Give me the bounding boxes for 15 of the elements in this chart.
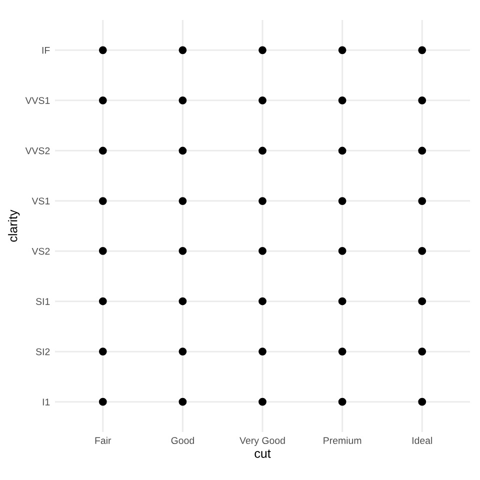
category-label: VVS2 xyxy=(25,147,50,154)
category-label: VS1 xyxy=(32,198,50,204)
category-label: I1 xyxy=(42,398,50,406)
category-label: VS2 xyxy=(32,248,50,255)
category-label: VVS1 xyxy=(25,97,50,104)
x-tick-label: Ideal xyxy=(412,436,432,444)
x-tick-label: Fair xyxy=(95,436,112,444)
x-axis-title: cut xyxy=(254,450,271,458)
y-axis-title: clarity xyxy=(8,210,20,242)
category-label: IF xyxy=(42,46,50,54)
x-tick-label: Good xyxy=(171,436,194,444)
category-label: SI1 xyxy=(36,298,50,305)
x-tick-label: Premium xyxy=(324,436,362,444)
category-label: SI2 xyxy=(36,348,50,356)
x-tick-label: Very Good xyxy=(240,436,285,446)
